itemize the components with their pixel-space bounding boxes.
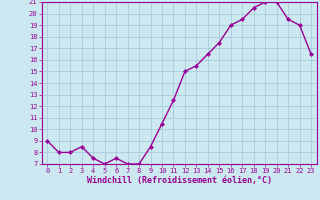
X-axis label: Windchill (Refroidissement éolien,°C): Windchill (Refroidissement éolien,°C) (87, 176, 272, 185)
